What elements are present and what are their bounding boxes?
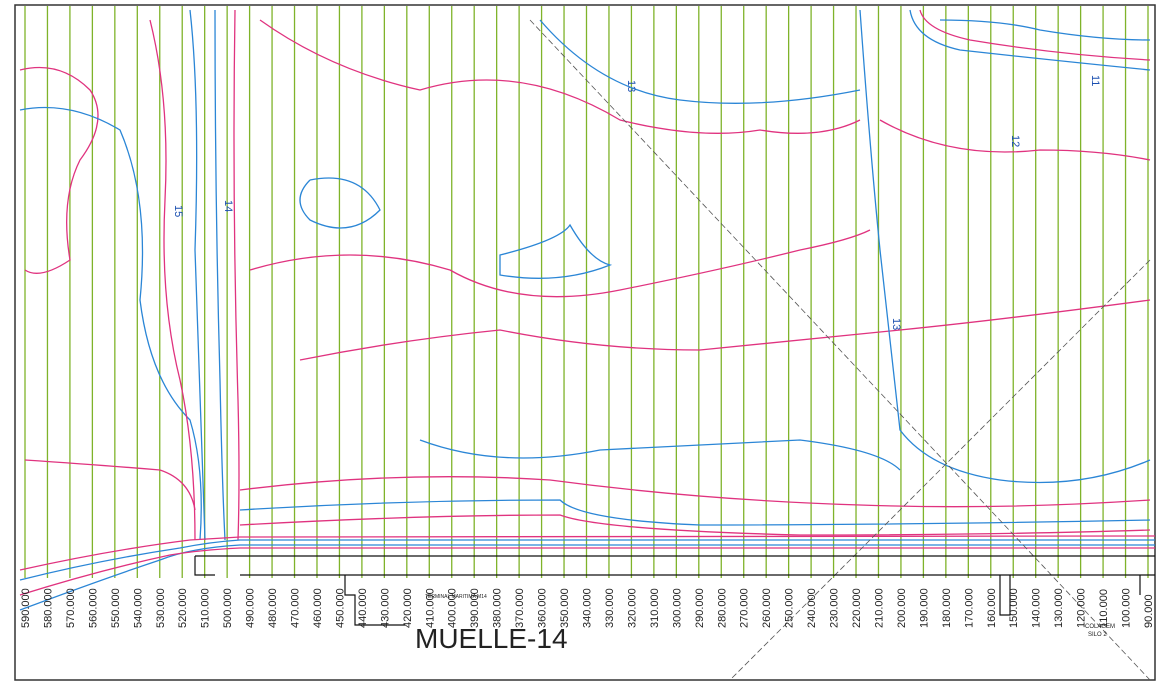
station-label: 140.000: [1031, 588, 1043, 628]
survey-map: MUELLE-14 TERMINAL MARITIMA M14 COLAGEM …: [0, 0, 1161, 685]
contour-label: 15: [172, 205, 184, 217]
station-label: 320.000: [626, 588, 638, 628]
station-label: 280.000: [716, 588, 728, 628]
contour-label: 14: [222, 200, 234, 212]
contour-label: 13: [890, 318, 902, 330]
station-label: 460.000: [312, 588, 324, 628]
station-label: 170.000: [963, 588, 975, 628]
station-label: 210.000: [873, 588, 885, 628]
station-label: 190.000: [918, 588, 930, 628]
station-label: 150.000: [1008, 588, 1020, 628]
station-label: 370.000: [514, 588, 526, 628]
station-label: 450.000: [334, 588, 346, 628]
station-label: 330.000: [604, 588, 616, 628]
station-label: 580.000: [42, 588, 54, 628]
station-label: 120.000: [1076, 588, 1088, 628]
station-label: 510.000: [200, 588, 212, 628]
station-label: 470.000: [290, 588, 302, 628]
station-label: 420.000: [402, 588, 414, 628]
station-label: 400.000: [447, 588, 459, 628]
station-label: 240.000: [806, 588, 818, 628]
station-label: 360.000: [537, 588, 549, 628]
contour-label: 12: [1009, 135, 1021, 147]
station-label: 590.000: [20, 588, 32, 628]
station-label: 480.000: [267, 588, 279, 628]
station-label: 300.000: [671, 588, 683, 628]
station-label: 220.000: [851, 588, 863, 628]
station-label: 260.000: [761, 588, 773, 628]
station-label: 180.000: [941, 588, 953, 628]
map-frame: [15, 5, 1155, 680]
station-label: 410.000: [424, 588, 436, 628]
contour-label: 11: [1089, 75, 1101, 86]
silo-label: SILO 2: [1088, 632, 1107, 638]
station-label: 270.000: [739, 588, 751, 628]
station-label: 350.000: [559, 588, 571, 628]
station-label: 100.000: [1121, 588, 1133, 628]
station-label: 310.000: [649, 588, 661, 628]
station-label: 550.000: [110, 588, 122, 628]
station-label: 530.000: [155, 588, 167, 628]
station-label: 560.000: [87, 588, 99, 628]
station-label: 570.000: [65, 588, 77, 628]
station-label: 490.000: [245, 588, 257, 628]
station-label: 90.000: [1143, 594, 1155, 628]
contour-label: 13: [625, 80, 637, 92]
station-label: 160.000: [986, 588, 998, 628]
station-label: 110.000: [1098, 589, 1110, 628]
station-label: 430.000: [379, 588, 391, 628]
station-label: 380.000: [492, 588, 504, 628]
station-label: 540.000: [132, 588, 144, 628]
station-label: 500.000: [222, 588, 234, 628]
station-label: 440.000: [357, 588, 369, 628]
station-label: 200.000: [896, 588, 908, 628]
station-label: 230.000: [829, 588, 841, 628]
station-label: 390.000: [469, 588, 481, 628]
station-label: 520.000: [177, 588, 189, 628]
station-label: 250.000: [784, 588, 796, 628]
station-label: 290.000: [694, 588, 706, 628]
station-label: 340.000: [582, 588, 594, 628]
station-label: 130.000: [1053, 588, 1065, 628]
